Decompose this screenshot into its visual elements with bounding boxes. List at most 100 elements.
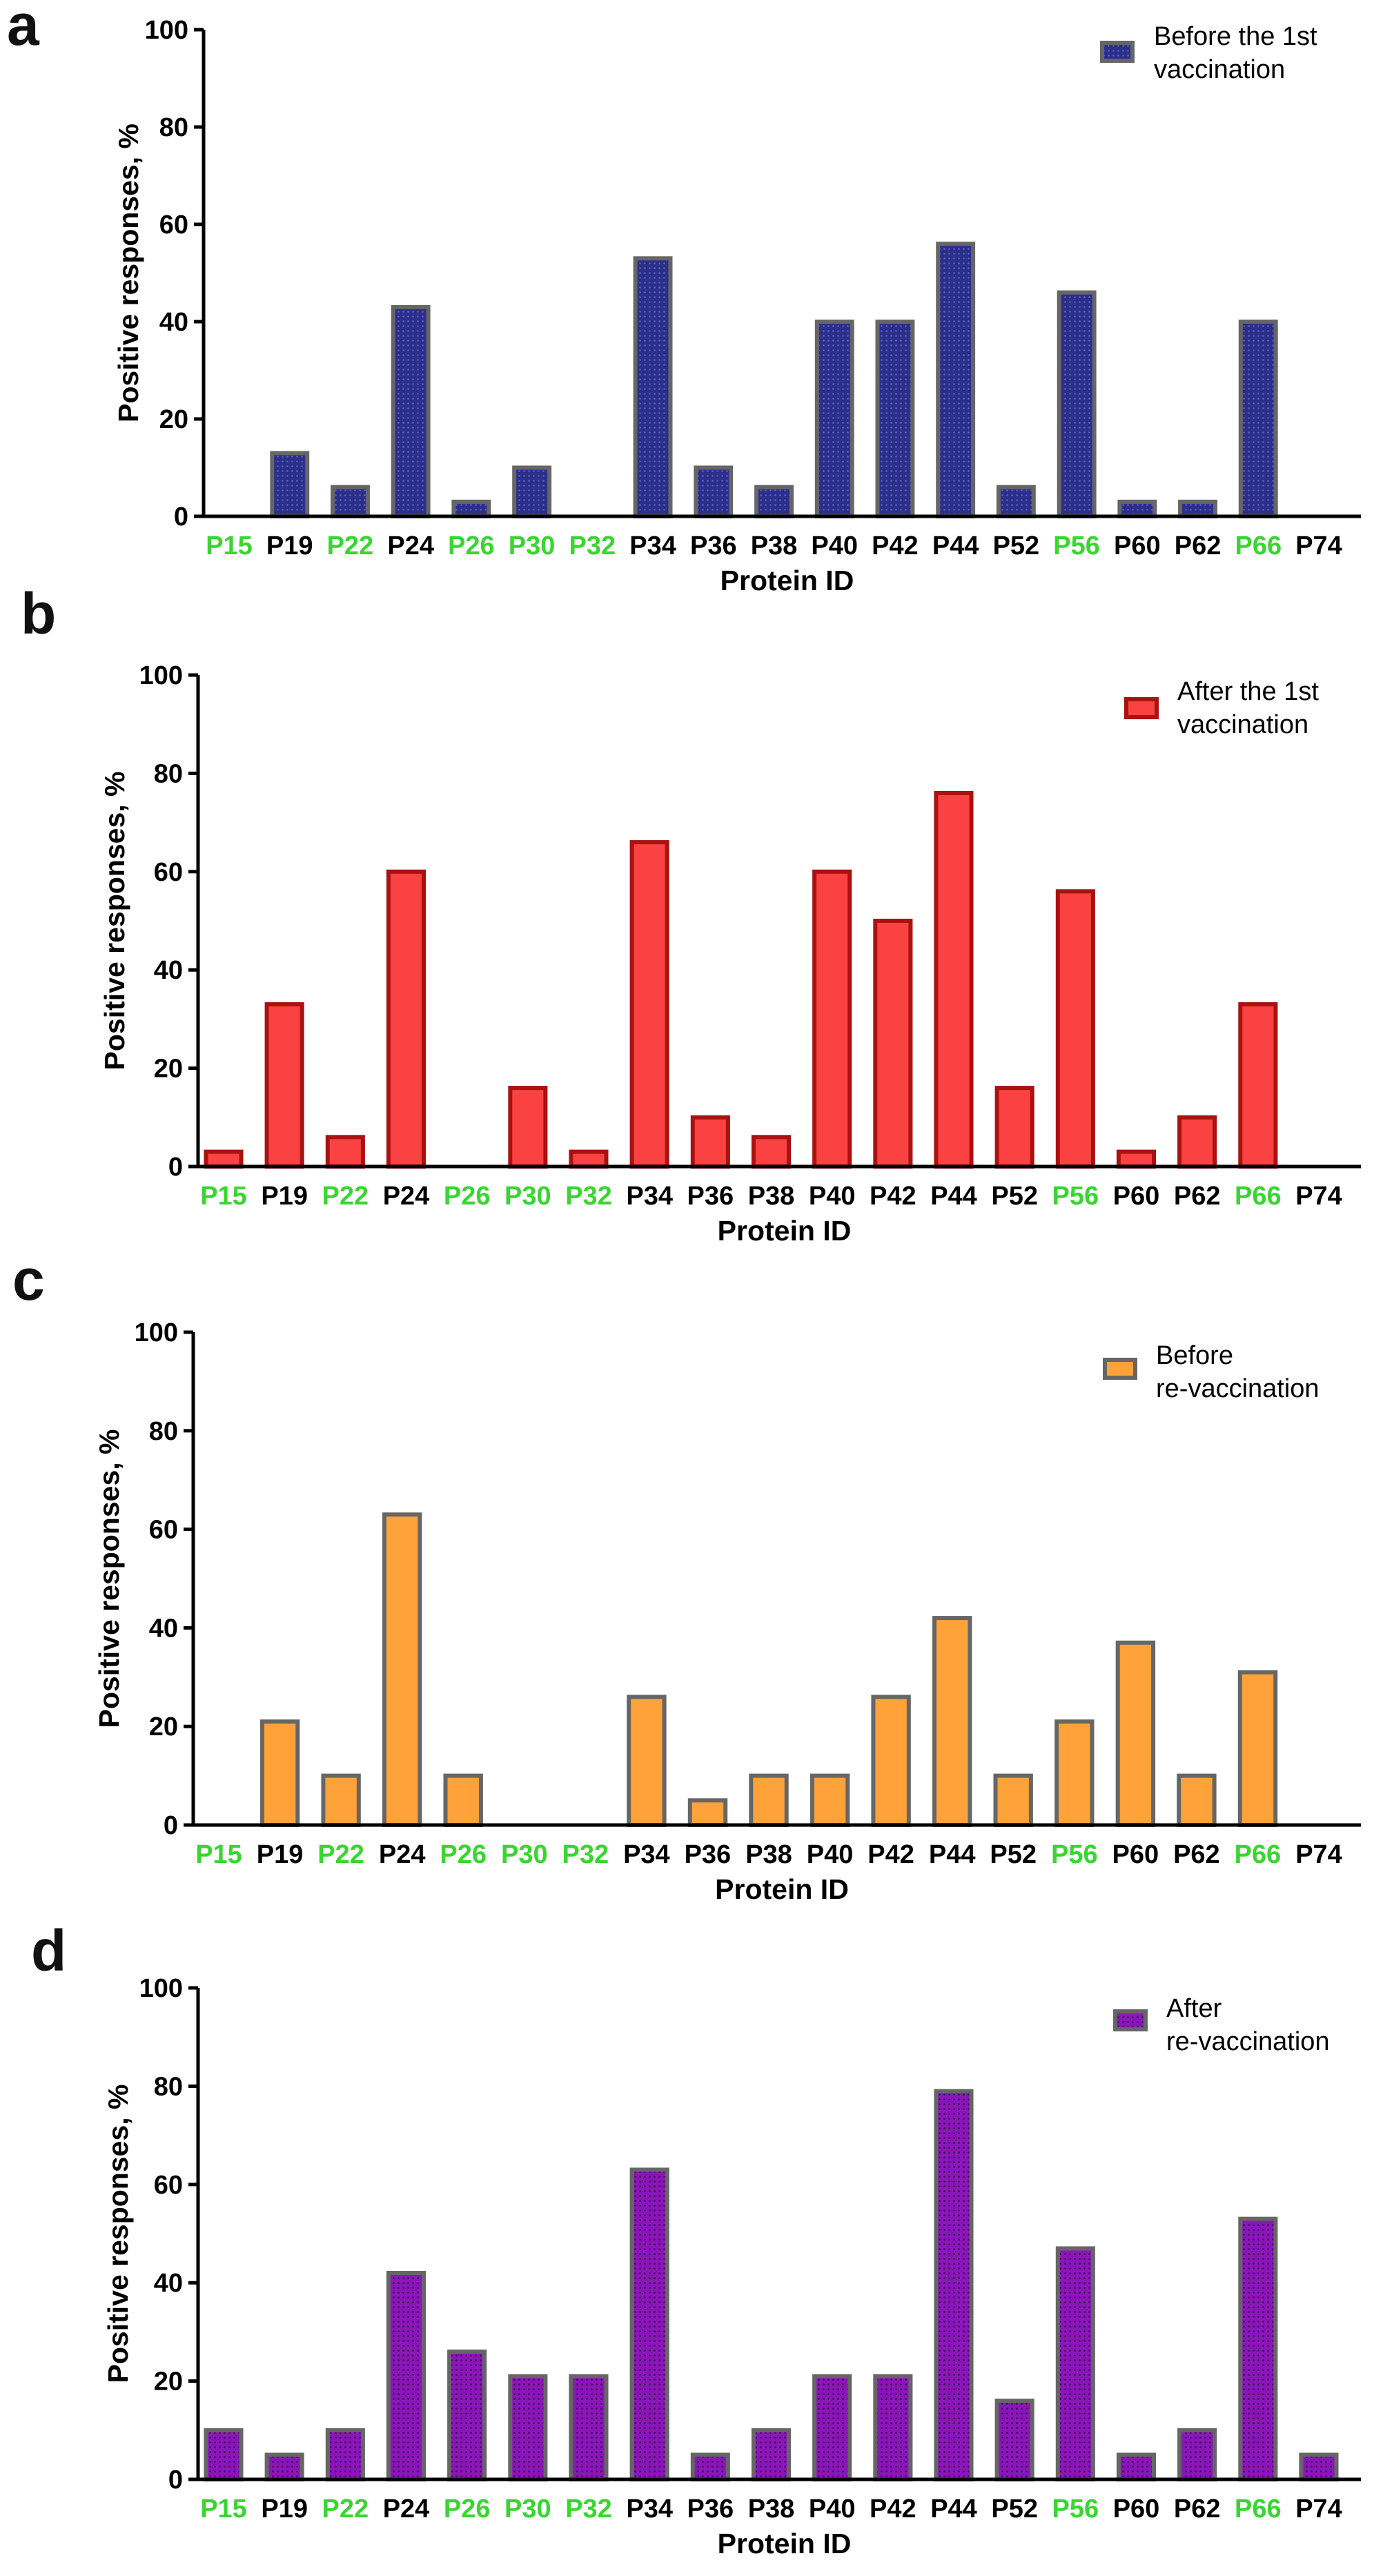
legend: After the 1st vaccination	[1124, 677, 1319, 739]
x-tick-label-p44: P44	[930, 1182, 977, 1211]
bar-p19	[264, 2452, 304, 2481]
x-axis-title: Protein ID	[718, 1215, 852, 1247]
y-tick-label: 100	[145, 16, 188, 45]
x-tick-label-p62: P62	[1174, 2495, 1221, 2524]
bar-p26	[451, 499, 491, 519]
bar-p62	[1177, 1115, 1217, 1169]
bar-p60	[1115, 1640, 1156, 1828]
panel-letter: a	[7, 0, 40, 57]
y-axis-title: Positive responses, %	[93, 1430, 125, 1728]
bar-p60	[1117, 499, 1157, 519]
x-tick-label-p60: P60	[1113, 2495, 1160, 2524]
x-tick-label-p56: P56	[1051, 1840, 1098, 1869]
x-tick-label-p32: P32	[569, 531, 616, 560]
y-tick-label: 100	[139, 1974, 183, 2003]
x-tick-label-p66: P66	[1235, 2495, 1282, 2524]
x-tick-label-p34: P34	[629, 531, 676, 560]
x-tick-label-p32: P32	[565, 1182, 612, 1211]
x-axis-title: Protein ID	[720, 565, 854, 596]
y-tick-label: 80	[149, 1417, 178, 1446]
y-tick-label: 0	[164, 1811, 178, 1840]
y-tick-label: 60	[149, 1516, 178, 1545]
y-tick-label: 40	[149, 1614, 178, 1643]
bar-p44	[932, 1616, 972, 1828]
x-tick-label-p19: P19	[261, 1182, 308, 1211]
bar-p19	[264, 1002, 304, 1169]
bar-p30	[508, 2374, 548, 2481]
x-tick-label-p32: P32	[565, 2495, 612, 2524]
bar-p56	[1055, 889, 1095, 1169]
y-tick-label: 100	[135, 1318, 178, 1347]
x-tick-label-p62: P62	[1174, 1182, 1221, 1211]
x-tick-label-p19: P19	[257, 1840, 304, 1869]
bar-p26	[447, 2349, 487, 2481]
bar-p36	[690, 1115, 730, 1169]
x-tick-label-p30: P30	[504, 1182, 551, 1211]
x-tick-label-p22: P22	[322, 1182, 369, 1211]
bar-p22	[321, 1773, 361, 1828]
bar-p22	[331, 485, 370, 519]
x-tick-label-p74: P74	[1295, 531, 1342, 560]
bar-p42	[875, 320, 915, 518]
bar-p38	[751, 2428, 792, 2482]
x-tick-label-p74: P74	[1295, 2495, 1342, 2524]
bar-p42	[873, 2374, 913, 2481]
bar-p34	[627, 1695, 667, 1827]
x-tick-label-p15: P15	[200, 2495, 247, 2524]
x-tick-label-p62: P62	[1173, 1840, 1220, 1869]
x-tick-label-p74: P74	[1295, 1840, 1342, 1869]
y-tick-label: 20	[154, 1055, 183, 1084]
x-tick-label-p34: P34	[626, 1182, 673, 1211]
x-tick-label-p52: P52	[991, 1182, 1038, 1211]
bar-p42	[873, 919, 913, 1169]
bar-p62	[1177, 2428, 1217, 2482]
y-axis-title: Positive responses, %	[102, 2085, 134, 2383]
bar-p24	[386, 2271, 426, 2481]
bar-p32	[569, 2374, 609, 2481]
legend-swatch	[1113, 2009, 1148, 2031]
x-tick-label-p60: P60	[1113, 1182, 1160, 1211]
x-tick-label-p22: P22	[322, 2495, 369, 2524]
legend: Before re-vaccination	[1103, 1341, 1320, 1403]
x-tick-label-p52: P52	[990, 1840, 1037, 1869]
x-tick-label-p60: P60	[1114, 531, 1161, 560]
x-tick-label-p60: P60	[1112, 1840, 1159, 1869]
y-tick-label: 100	[139, 661, 183, 690]
panel-letter: d	[31, 1918, 66, 1983]
x-tick-label-p15: P15	[200, 1182, 247, 1211]
y-tick-label: 20	[154, 2368, 183, 2397]
x-tick-label-p34: P34	[623, 1840, 670, 1869]
x-tick-label-p36: P36	[687, 2495, 734, 2524]
x-tick-label-p24: P24	[379, 1840, 426, 1869]
bar-p34	[629, 2167, 669, 2481]
y-tick-label: 0	[174, 502, 188, 531]
x-tick-label-p56: P56	[1053, 531, 1100, 560]
bar-p40	[812, 869, 852, 1169]
bar-p30	[508, 1086, 548, 1169]
legend-label-line-2: re-vaccination	[1156, 1374, 1320, 1403]
x-tick-label-p42: P42	[872, 531, 919, 560]
x-tick-label-p15: P15	[206, 531, 253, 560]
x-tick-label-p62: P62	[1175, 531, 1222, 560]
x-tick-label-p24: P24	[383, 2495, 430, 2524]
x-tick-label-p56: P56	[1052, 1182, 1099, 1211]
y-tick-label: 60	[154, 2171, 183, 2200]
chart-panel-b: b 0 20 40 60 80 100 P15 P19 P22 P24 P26 P30 P32 P34 P36…	[21, 581, 1361, 1247]
y-axis-title: Positive responses, %	[99, 772, 130, 1071]
bar-p66	[1238, 1002, 1278, 1169]
bar-p56	[1057, 290, 1097, 518]
y-tick-label: 40	[154, 2269, 183, 2298]
x-tick-label-p74: P74	[1295, 1182, 1342, 1211]
x-tick-label-p19: P19	[266, 531, 313, 560]
bar-p38	[754, 485, 794, 519]
x-tick-label-p52: P52	[993, 531, 1040, 560]
bar-p40	[810, 1773, 850, 1828]
x-tick-label-p56: P56	[1052, 2495, 1099, 2524]
bar-p34	[633, 256, 673, 518]
x-tick-label-p24: P24	[383, 1182, 430, 1211]
bar-p66	[1238, 320, 1278, 518]
bar-p66	[1237, 1670, 1278, 1827]
legend-swatch	[1124, 697, 1159, 719]
bar-p40	[814, 320, 854, 518]
